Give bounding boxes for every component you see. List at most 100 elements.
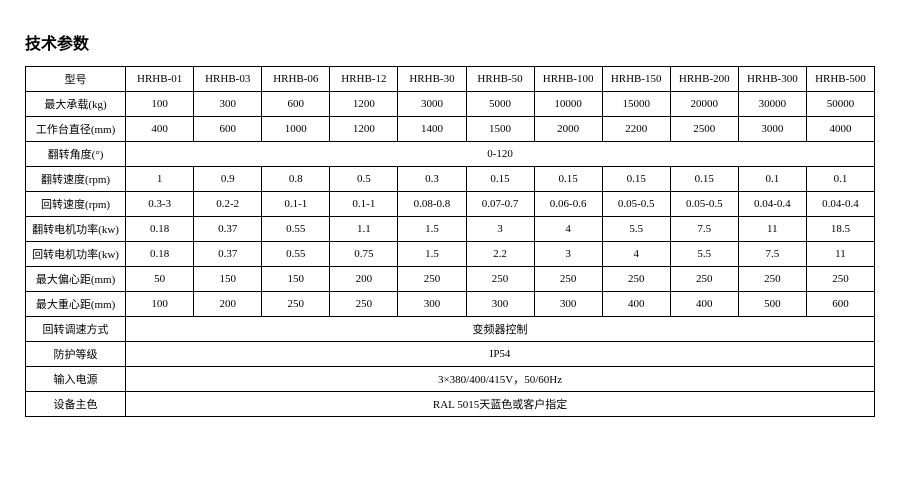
cell: 11 xyxy=(738,217,806,242)
model-header: HRHB-03 xyxy=(194,67,262,92)
cell: 0.1-1 xyxy=(262,192,330,217)
cell: 11 xyxy=(806,242,874,267)
model-header: HRHB-100 xyxy=(534,67,602,92)
cell: 0.75 xyxy=(330,242,398,267)
cell: 0.18 xyxy=(126,242,194,267)
cell: 7.5 xyxy=(670,217,738,242)
cell: 0.06-0.6 xyxy=(534,192,602,217)
cell: 30000 xyxy=(738,92,806,117)
cell: 0.5 xyxy=(330,167,398,192)
cell: 250 xyxy=(330,292,398,317)
table-header-row: 型号HRHB-01HRHB-03HRHB-06HRHB-12HRHB-30HRH… xyxy=(26,67,875,92)
cell: 200 xyxy=(194,292,262,317)
cell: 1 xyxy=(126,167,194,192)
model-header: HRHB-50 xyxy=(466,67,534,92)
cell: 10000 xyxy=(534,92,602,117)
cell: 5000 xyxy=(466,92,534,117)
cell: 150 xyxy=(262,267,330,292)
row-label: 翻转速度(rpm) xyxy=(26,167,126,192)
cell: 50000 xyxy=(806,92,874,117)
row-span-value: 变频器控制 xyxy=(126,317,875,342)
cell: 0.2-2 xyxy=(194,192,262,217)
cell: 0.1 xyxy=(806,167,874,192)
row-label: 工作台直径(mm) xyxy=(26,117,126,142)
cell: 250 xyxy=(398,267,466,292)
cell: 0.37 xyxy=(194,217,262,242)
cell: 0.15 xyxy=(534,167,602,192)
table-row: 最大重心距(mm)1002002502503003003004004005006… xyxy=(26,292,875,317)
cell: 1200 xyxy=(330,92,398,117)
cell: 0.55 xyxy=(262,242,330,267)
cell: 0.9 xyxy=(194,167,262,192)
cell: 400 xyxy=(670,292,738,317)
table-row: 翻转速度(rpm)10.90.80.50.30.150.150.150.150.… xyxy=(26,167,875,192)
cell: 4 xyxy=(534,217,602,242)
row-span-value: RAL 5015天蓝色或客户指定 xyxy=(126,392,875,417)
table-row: 翻转电机功率(kw)0.180.370.551.11.5345.57.51118… xyxy=(26,217,875,242)
table-row: 防护等级IP54 xyxy=(26,342,875,367)
cell: 1.1 xyxy=(330,217,398,242)
model-header: HRHB-06 xyxy=(262,67,330,92)
row-label: 回转调速方式 xyxy=(26,317,126,342)
cell: 2200 xyxy=(602,117,670,142)
cell: 3000 xyxy=(738,117,806,142)
cell: 300 xyxy=(466,292,534,317)
cell: 50 xyxy=(126,267,194,292)
row-label: 回转电机功率(kw) xyxy=(26,242,126,267)
cell: 0.8 xyxy=(262,167,330,192)
cell: 200 xyxy=(330,267,398,292)
row-span-value: IP54 xyxy=(126,342,875,367)
cell: 250 xyxy=(738,267,806,292)
table-row: 最大承载(kg)10030060012003000500010000150002… xyxy=(26,92,875,117)
cell: 2000 xyxy=(534,117,602,142)
table-row: 输入电源3×380/400/415V，50/60Hz xyxy=(26,367,875,392)
model-header: HRHB-200 xyxy=(670,67,738,92)
cell: 150 xyxy=(194,267,262,292)
cell: 100 xyxy=(126,92,194,117)
model-header: HRHB-01 xyxy=(126,67,194,92)
cell: 20000 xyxy=(670,92,738,117)
cell: 600 xyxy=(194,117,262,142)
cell: 250 xyxy=(670,267,738,292)
cell: 18.5 xyxy=(806,217,874,242)
model-header: HRHB-30 xyxy=(398,67,466,92)
cell: 0.3-3 xyxy=(126,192,194,217)
cell: 7.5 xyxy=(738,242,806,267)
cell: 250 xyxy=(262,292,330,317)
cell: 300 xyxy=(398,292,466,317)
cell: 0.37 xyxy=(194,242,262,267)
cell: 400 xyxy=(126,117,194,142)
cell: 4000 xyxy=(806,117,874,142)
cell: 300 xyxy=(534,292,602,317)
row-label: 最大重心距(mm) xyxy=(26,292,126,317)
row-label: 防护等级 xyxy=(26,342,126,367)
row-label: 最大偏心距(mm) xyxy=(26,267,126,292)
cell: 400 xyxy=(602,292,670,317)
cell: 0.15 xyxy=(466,167,534,192)
cell: 1000 xyxy=(262,117,330,142)
cell: 4 xyxy=(602,242,670,267)
row-label: 设备主色 xyxy=(26,392,126,417)
cell: 1.5 xyxy=(398,217,466,242)
cell: 1.5 xyxy=(398,242,466,267)
spec-table: 型号HRHB-01HRHB-03HRHB-06HRHB-12HRHB-30HRH… xyxy=(25,66,875,417)
cell: 3 xyxy=(534,242,602,267)
row-label: 输入电源 xyxy=(26,367,126,392)
model-header: HRHB-300 xyxy=(738,67,806,92)
cell: 5.5 xyxy=(602,217,670,242)
cell: 600 xyxy=(806,292,874,317)
table-row: 工作台直径(mm)4006001000120014001500200022002… xyxy=(26,117,875,142)
cell: 0.18 xyxy=(126,217,194,242)
row-span-value: 3×380/400/415V，50/60Hz xyxy=(126,367,875,392)
row-label: 翻转角度(°) xyxy=(26,142,126,167)
table-row: 回转调速方式变频器控制 xyxy=(26,317,875,342)
cell: 3000 xyxy=(398,92,466,117)
table-row: 回转速度(rpm)0.3-30.2-20.1-10.1-10.08-0.80.0… xyxy=(26,192,875,217)
table-row: 设备主色RAL 5015天蓝色或客户指定 xyxy=(26,392,875,417)
cell: 0.3 xyxy=(398,167,466,192)
cell: 100 xyxy=(126,292,194,317)
cell: 0.08-0.8 xyxy=(398,192,466,217)
cell: 250 xyxy=(466,267,534,292)
cell: 0.1 xyxy=(738,167,806,192)
cell: 0.04-0.4 xyxy=(806,192,874,217)
